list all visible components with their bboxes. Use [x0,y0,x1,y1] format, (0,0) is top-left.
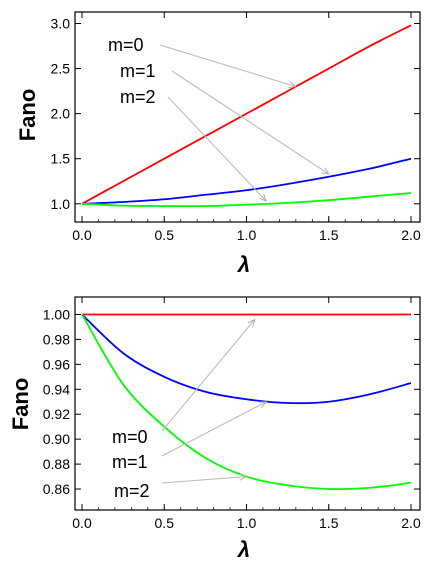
annotation-arrow-m1 [171,70,329,174]
x-tick-label: 1.5 [319,515,339,531]
annotation-label-m1: m=1 [112,452,148,472]
annotation-label-m1: m=1 [120,61,156,81]
x-tick-label: 2.0 [401,515,421,531]
y-tick-label: 0.94 [43,381,70,397]
x-tick-label: 1.0 [237,227,257,243]
series-line-m1 [81,157,412,205]
y-tick-label: 3.0 [51,16,71,32]
x-tick-label: 0.0 [72,515,92,531]
y-tick-label: 0.90 [43,431,70,447]
y-tick-label: 1.0 [51,196,71,212]
annotation-arrow-m0 [161,319,255,432]
y-axis-label: Fano [8,378,33,431]
annotation-label-m0: m=0 [108,35,144,55]
x-tick-label: 0.5 [155,227,175,243]
annotation-label-m0: m=0 [112,427,148,447]
y-tick-label: 0.96 [43,356,70,372]
series-line-m0 [81,24,412,205]
x-tick-label: 1.5 [319,227,339,243]
y-tick-label: 0.86 [43,481,70,497]
x-tick-label: 0.5 [155,515,175,531]
series-line-m1 [81,313,412,405]
y-tick-label: 0.98 [43,331,70,347]
chart-panel-1: 0.0 0.5 1.0 1.5 2.0 1.0 1.5 2.0 2.5 3.0 λ Fano m=0 m=… [15,11,421,277]
x-axis-label: λ [237,537,250,562]
y-tick-label: 2.0 [51,106,71,122]
annotation-arrow-m1 [161,402,266,457]
annotation-label-m2: m=2 [114,481,150,501]
annotation-label-m2: m=2 [120,87,156,107]
y-tick-label: 0.88 [43,456,70,472]
x-tick-label: 1.0 [237,515,257,531]
chart-panel-2: 0.0 0.5 1.0 1.5 2.0 0.86 0.88 0.90 0.92 0.94 0.96 0… [8,296,421,562]
x-tick-label: 0.0 [72,227,92,243]
y-tick-label: 2.5 [51,61,71,77]
plot-frame [74,296,421,511]
annotation-arrow-m2 [167,96,266,201]
annotation-arrow-m0 [159,44,296,87]
y-tick-label: 0.92 [43,406,70,422]
y-tick-label: 1.5 [51,151,71,167]
x-axis-label: λ [237,252,250,277]
y-axis-label: Fano [15,89,40,142]
y-tick-label: 1.00 [43,306,70,322]
series-line-m2 [81,192,412,208]
x-tick-label: 2.0 [401,227,421,243]
annotation-arrow-m2 [161,477,247,484]
plot-frame [74,11,421,223]
